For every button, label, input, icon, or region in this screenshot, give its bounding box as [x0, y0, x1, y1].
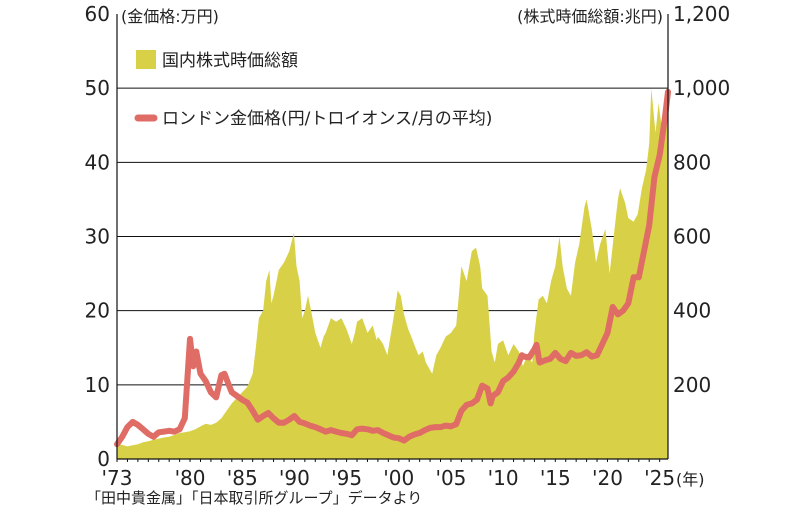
- x-axis-ticks: '73 '80 '85 '90 '95 '00 '05 '10 '15 '20 '25: [102, 466, 676, 490]
- right-tick-label: 800: [673, 150, 711, 174]
- x-tick-label: '05: [435, 466, 466, 490]
- x-tick-label: '95: [331, 466, 362, 490]
- x-tick-label: '15: [540, 466, 571, 490]
- x-tick-label: '20: [592, 466, 623, 490]
- right-tick-label: 400: [673, 299, 711, 323]
- left-tick-label: 30: [85, 225, 110, 249]
- x-tick-label: '80: [175, 466, 206, 490]
- left-tick-label: 60: [85, 2, 110, 26]
- right-tick-label: 600: [673, 225, 711, 249]
- market-cap-area: [117, 84, 668, 459]
- right-axis-unit-label: (株式時価総額:兆円): [517, 7, 663, 26]
- left-tick-label: 10: [85, 373, 110, 397]
- x-axis-unit-label: (年): [676, 470, 705, 489]
- left-axis-ticks: 0 10 20 30 40 50 60: [85, 2, 110, 471]
- left-axis-unit-label: (金価格:万円): [121, 7, 219, 26]
- legend: 国内株式時価総額 ロンドン金価格(円/トロイオンス/月の平均): [134, 50, 492, 129]
- x-tick-label: '25: [644, 466, 675, 490]
- source-note: 「田中貴金属」「日本取引所グループ」データより: [86, 489, 422, 507]
- legend-swatch-market-cap: [136, 50, 156, 69]
- x-tick-label: '73: [102, 466, 133, 490]
- gold-price-line: [114, 88, 671, 448]
- legend-label-gold: ロンドン金価格(円/トロイオンス/月の平均): [162, 109, 492, 129]
- left-tick-label: 20: [85, 299, 110, 323]
- x-tick-label: '90: [279, 466, 310, 490]
- right-tick-label: 1,200: [673, 2, 730, 26]
- right-tick-label: 200: [673, 373, 711, 397]
- left-tick-label: 0: [97, 447, 110, 471]
- left-tick-label: 50: [85, 76, 110, 100]
- legend-label-market-cap: 国内株式時価総額: [162, 51, 298, 71]
- x-tick-label: '10: [488, 466, 519, 490]
- x-tick-label: '00: [383, 466, 414, 490]
- left-tick-label: 40: [85, 150, 110, 174]
- axes: [116, 14, 669, 462]
- x-tick-label: '85: [227, 466, 258, 490]
- right-axis-ticks: 200 400 600 800 1,000 1,200: [673, 2, 730, 397]
- right-tick-label: 1,000: [673, 76, 730, 100]
